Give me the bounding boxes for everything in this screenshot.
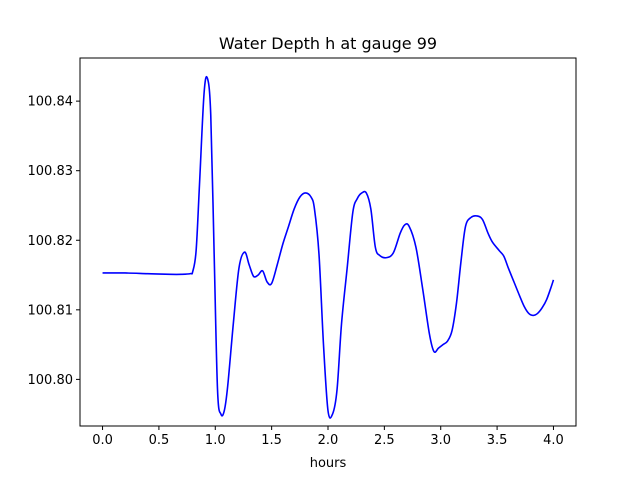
x-tick-label: 3.5 — [487, 433, 508, 448]
x-axis-label: hours — [310, 456, 347, 471]
x-tick-label: 2.5 — [374, 433, 395, 448]
x-tick-label: 1.5 — [261, 433, 282, 448]
y-tick-label: 100.81 — [28, 303, 74, 318]
y-tick-label: 100.82 — [28, 234, 74, 249]
series-line — [102, 75, 555, 419]
x-tick-label: 0.0 — [92, 433, 113, 448]
y-tick-label: 100.80 — [28, 373, 74, 388]
x-tick-label: 1.0 — [205, 433, 226, 448]
y-axis: 100.80 100.81 100.82 100.83 100.84 — [28, 95, 80, 388]
x-tick-label: 2.0 — [318, 433, 339, 448]
x-tick-label: 3.0 — [430, 433, 451, 448]
x-tick-label: 4.0 — [543, 433, 564, 448]
plot-layer — [102, 75, 555, 419]
y-tick-label: 100.84 — [28, 95, 74, 110]
x-axis: 0.0 0.5 1.0 1.5 2.0 2.5 3.0 3.5 4.0 — [92, 426, 564, 448]
x-tick-label: 0.5 — [149, 433, 170, 448]
chart-title: Water Depth h at gauge 99 — [219, 34, 437, 53]
y-tick-label: 100.83 — [28, 164, 74, 179]
